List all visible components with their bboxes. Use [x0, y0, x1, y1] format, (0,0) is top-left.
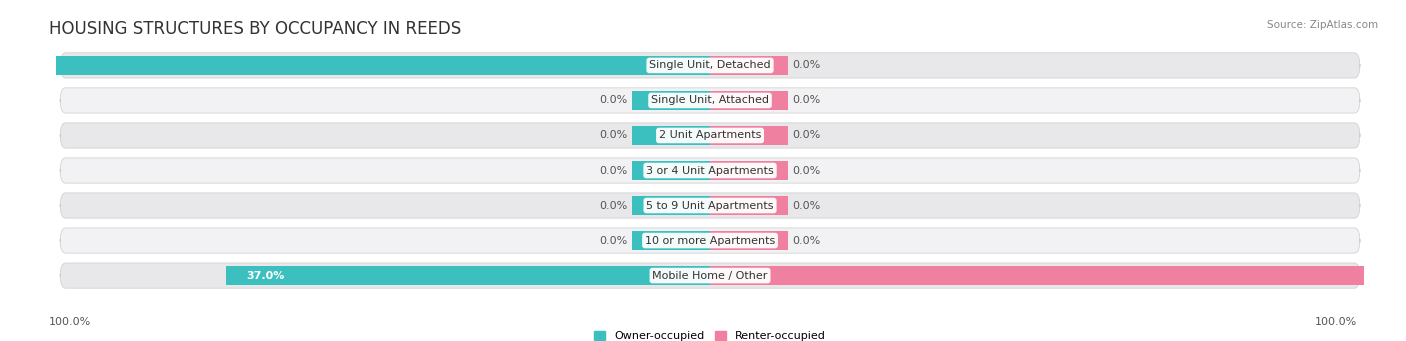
- Bar: [710, 231, 789, 250]
- Bar: [710, 56, 789, 75]
- FancyBboxPatch shape: [60, 158, 1360, 183]
- Text: 37.0%: 37.0%: [246, 270, 284, 281]
- Text: 0.0%: 0.0%: [793, 201, 821, 210]
- Bar: [0, 56, 710, 75]
- Text: Single Unit, Attached: Single Unit, Attached: [651, 95, 769, 105]
- FancyBboxPatch shape: [60, 193, 1360, 218]
- Legend: Owner-occupied, Renter-occupied: Owner-occupied, Renter-occupied: [593, 331, 827, 341]
- FancyBboxPatch shape: [60, 263, 1360, 288]
- Text: 5 to 9 Unit Apartments: 5 to 9 Unit Apartments: [647, 201, 773, 210]
- Bar: [710, 161, 789, 180]
- Bar: [226, 266, 710, 285]
- Text: 0.0%: 0.0%: [599, 131, 627, 140]
- Bar: [631, 126, 710, 145]
- Text: 0.0%: 0.0%: [599, 201, 627, 210]
- FancyBboxPatch shape: [60, 228, 1360, 253]
- Text: HOUSING STRUCTURES BY OCCUPANCY IN REEDS: HOUSING STRUCTURES BY OCCUPANCY IN REEDS: [49, 20, 461, 39]
- Text: Mobile Home / Other: Mobile Home / Other: [652, 270, 768, 281]
- Text: 0.0%: 0.0%: [793, 165, 821, 176]
- Bar: [710, 126, 789, 145]
- FancyBboxPatch shape: [60, 88, 1360, 113]
- Text: 0.0%: 0.0%: [793, 60, 821, 71]
- Bar: [710, 266, 1406, 285]
- Text: 0.0%: 0.0%: [599, 236, 627, 246]
- Text: 0.0%: 0.0%: [599, 165, 627, 176]
- FancyBboxPatch shape: [60, 53, 1360, 78]
- Bar: [631, 231, 710, 250]
- Bar: [631, 196, 710, 215]
- Text: 0.0%: 0.0%: [599, 95, 627, 105]
- Bar: [631, 161, 710, 180]
- Text: Source: ZipAtlas.com: Source: ZipAtlas.com: [1267, 20, 1378, 30]
- Text: 0.0%: 0.0%: [793, 236, 821, 246]
- Text: 0.0%: 0.0%: [793, 131, 821, 140]
- Text: 0.0%: 0.0%: [793, 95, 821, 105]
- Text: 100.0%: 100.0%: [1315, 317, 1357, 327]
- Bar: [710, 91, 789, 110]
- Bar: [710, 196, 789, 215]
- FancyBboxPatch shape: [60, 123, 1360, 148]
- Text: 3 or 4 Unit Apartments: 3 or 4 Unit Apartments: [647, 165, 773, 176]
- Text: 10 or more Apartments: 10 or more Apartments: [645, 236, 775, 246]
- Text: Single Unit, Detached: Single Unit, Detached: [650, 60, 770, 71]
- Text: 100.0%: 100.0%: [49, 317, 91, 327]
- Bar: [631, 91, 710, 110]
- Text: 2 Unit Apartments: 2 Unit Apartments: [659, 131, 761, 140]
